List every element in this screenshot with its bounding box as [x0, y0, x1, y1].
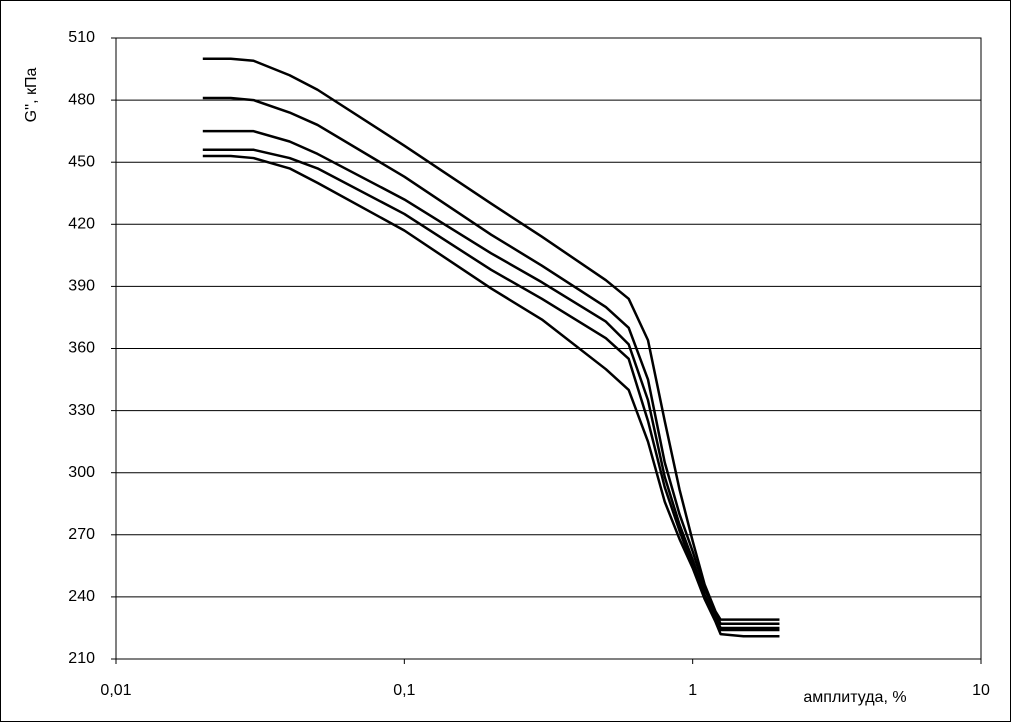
y-tick-label: 450 [68, 153, 95, 170]
y-axis-label: G'', кПа [23, 67, 40, 122]
y-tick-label: 360 [68, 340, 95, 357]
data-line [202, 154, 780, 638]
y-tick-label: 270 [68, 526, 95, 543]
x-tick-label: 10 [972, 682, 990, 699]
data-line [202, 96, 780, 626]
y-tick-label: 480 [68, 91, 95, 108]
x-tick-label: 0,01 [100, 682, 131, 699]
y-tick-label: 390 [68, 278, 95, 295]
y-tick-label: 210 [68, 650, 95, 667]
y-tick-label: 240 [68, 588, 95, 605]
y-tick-label: 300 [68, 464, 95, 481]
y-tick-label: 330 [68, 402, 95, 419]
y-tick-label: 510 [68, 29, 95, 46]
x-tick-label: 0,1 [393, 682, 415, 699]
x-tick-label: 1 [688, 682, 697, 699]
x-axis-label: амплитуда, % [803, 689, 906, 706]
y-tick-label: 420 [68, 216, 95, 233]
